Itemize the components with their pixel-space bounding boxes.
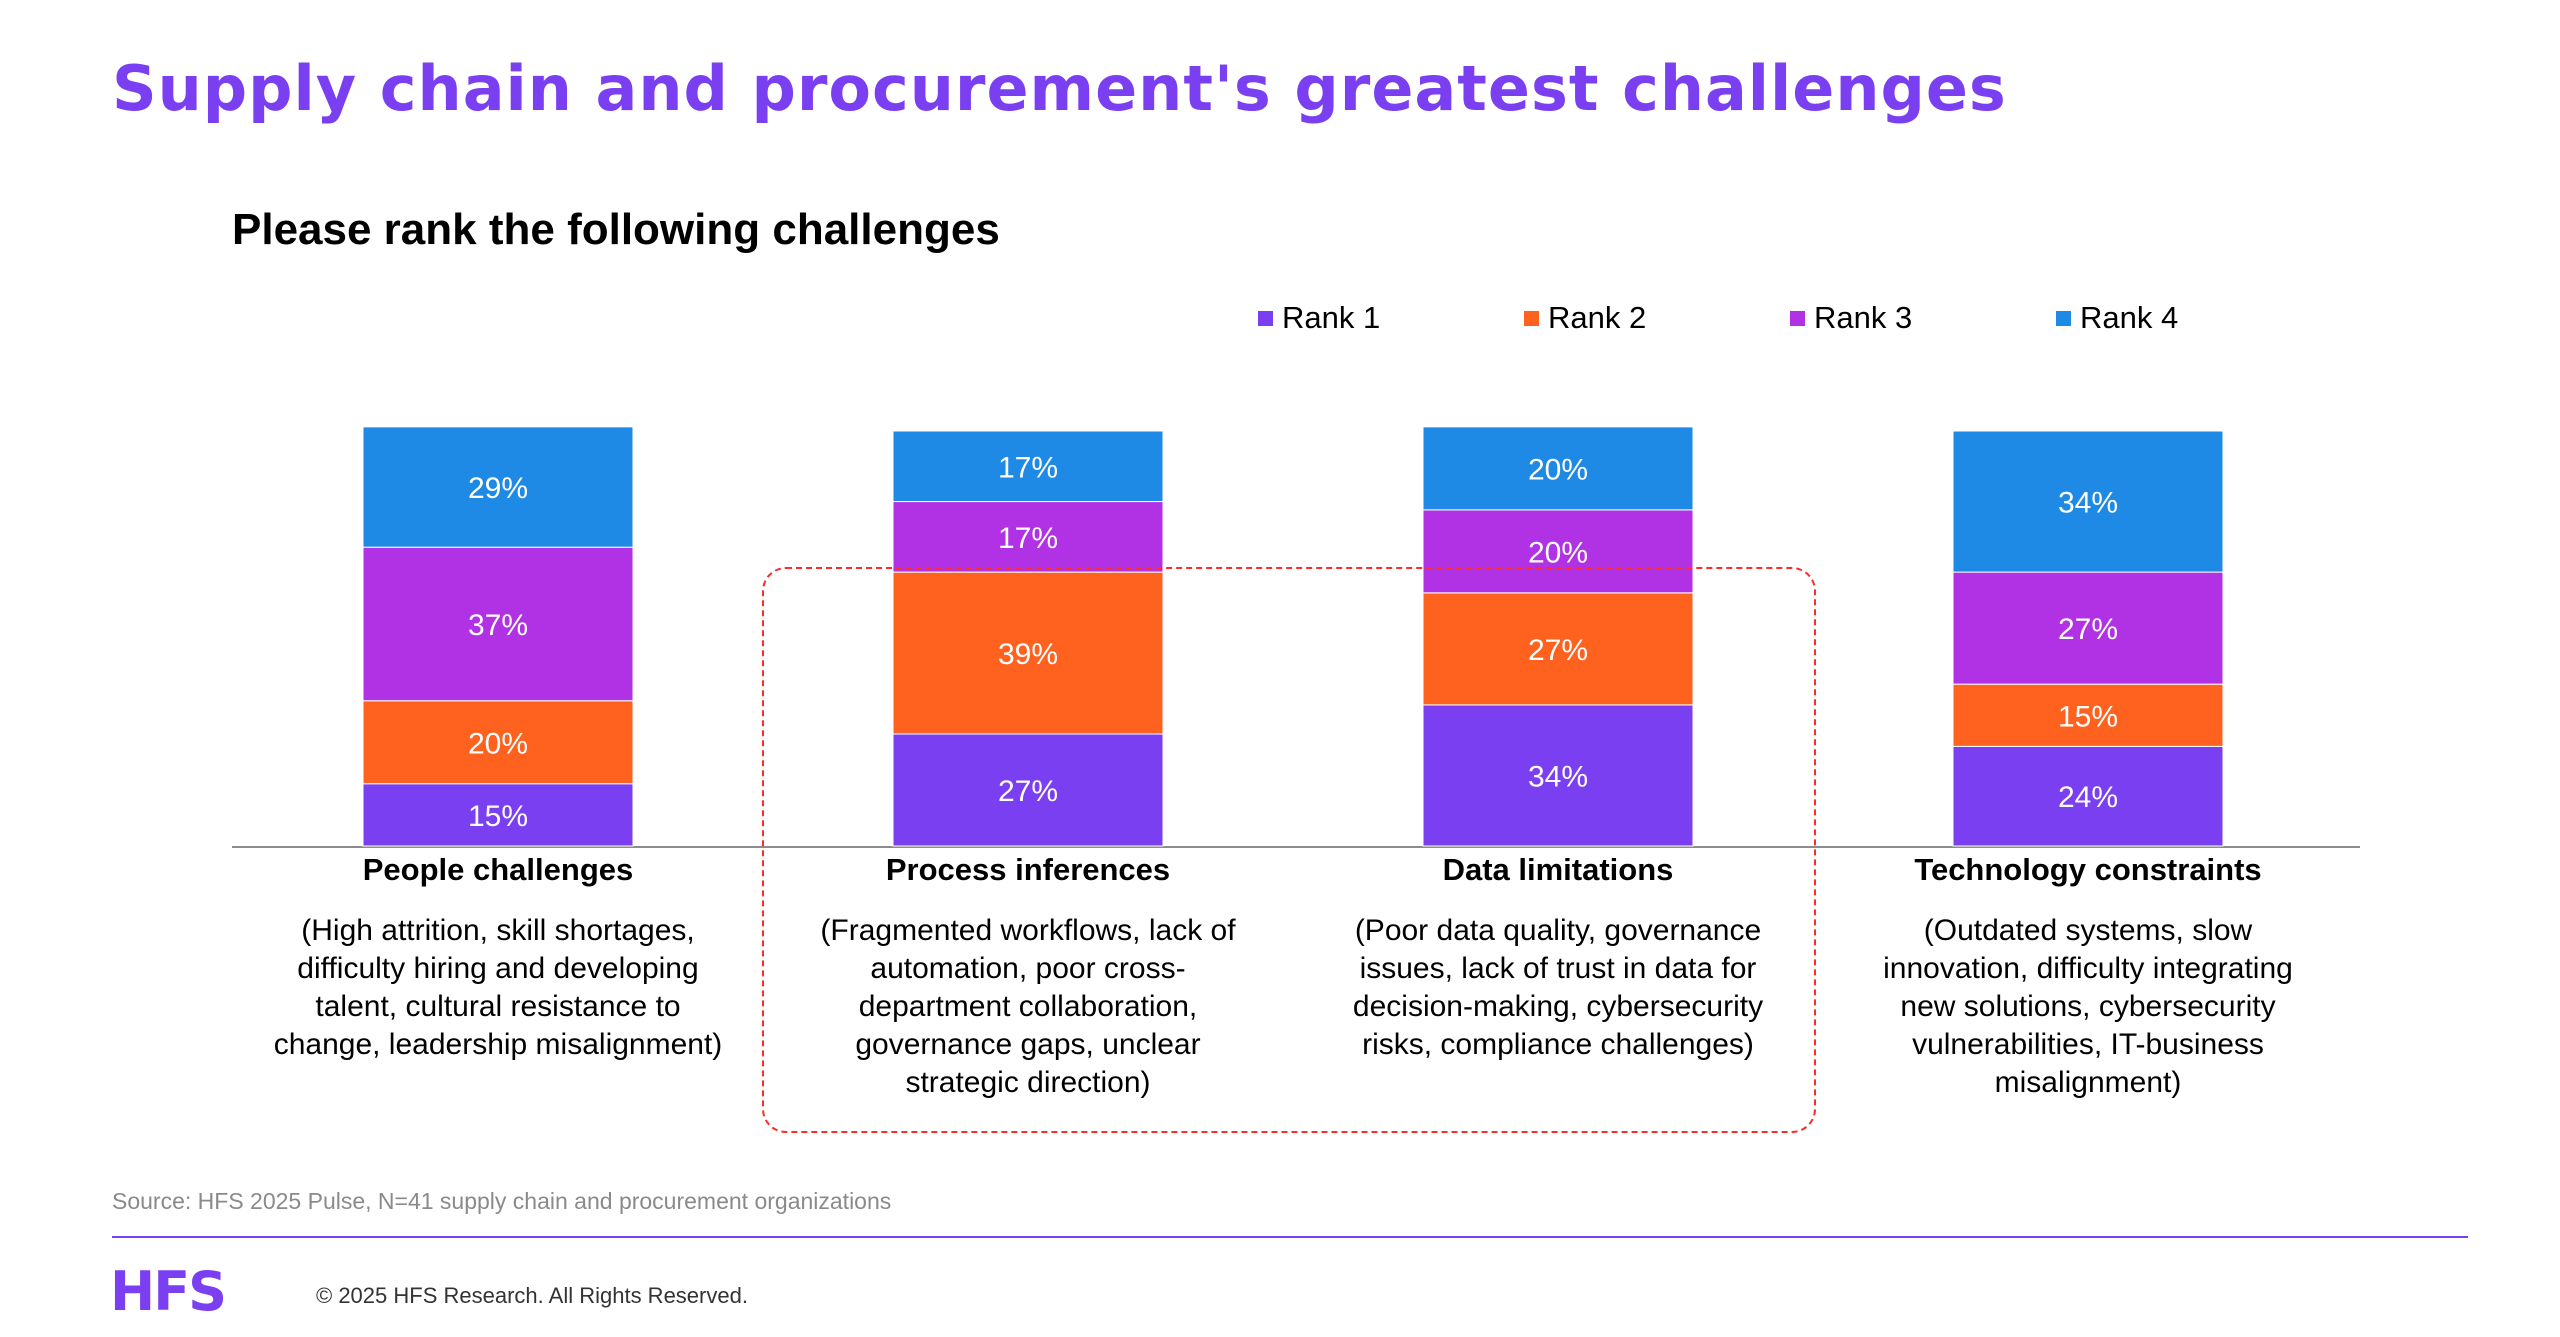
bar-technology-constraints-rank-4 <box>1952 430 2224 573</box>
category-title: People challenges <box>362 852 634 887</box>
data-label-data-limitations-rank-1: 34% <box>1528 760 1588 793</box>
category-title: Data limitations <box>1442 852 1674 887</box>
legend-label-rank-4: Rank 4 <box>2080 300 2179 335</box>
footer-divider <box>112 1236 2468 1238</box>
legend-swatch-rank-2 <box>1524 310 1539 326</box>
data-label-people-challenges-rank-2: 20% <box>468 727 528 760</box>
legend-label-rank-3: Rank 3 <box>1814 300 1913 335</box>
data-label-people-challenges-rank-1: 15% <box>468 800 528 833</box>
category-people-challenges: People challenges (High attrition, skill… <box>268 850 728 1064</box>
category-data-limitations: Data limitations (Poor data quality, gov… <box>1328 850 1788 1064</box>
bar-people-challenges-rank-1 <box>362 783 634 847</box>
data-label-people-challenges-rank-3: 37% <box>468 609 528 642</box>
legend-item-rank-3: Rank 3 <box>1790 300 1912 336</box>
legend-swatch-rank-3 <box>1790 310 1805 326</box>
legend-swatch-rank-1 <box>1258 310 1273 326</box>
legend-swatch-rank-4 <box>2056 310 2071 326</box>
bar-process-inferences-rank-4 <box>892 430 1164 503</box>
bar-process-inferences-rank-1 <box>892 733 1164 847</box>
source-note: Source: HFS 2025 Pulse, N=41 supply chai… <box>112 1188 892 1214</box>
bar-people-challenges-rank-4 <box>362 426 634 548</box>
data-label-data-limitations-rank-3: 20% <box>1528 536 1588 569</box>
data-label-data-limitations-rank-4: 20% <box>1528 453 1588 486</box>
hfs-logo: HFS <box>110 1260 227 1323</box>
legend-item-rank-4: Rank 4 <box>2056 300 2178 336</box>
category-title: Technology constraints <box>1914 852 2262 887</box>
bar-process-inferences-rank-3 <box>892 501 1164 573</box>
bar-people-challenges-rank-2 <box>362 700 634 785</box>
legend-label-rank-1: Rank 1 <box>1282 300 1381 335</box>
bar-technology-constraints-rank-2 <box>1952 683 2224 747</box>
category-technology-constraints: Technology constraints (Outdated systems… <box>1858 850 2318 1102</box>
data-label-process-inferences-rank-3: 17% <box>998 522 1058 555</box>
data-label-technology-constraints-rank-1: 24% <box>2058 781 2118 814</box>
data-label-technology-constraints-rank-2: 15% <box>2058 700 2118 733</box>
category-description: (High attrition, skill shortages, diffic… <box>273 914 723 1061</box>
bar-process-inferences-rank-2 <box>892 571 1164 735</box>
category-title: Process inferences <box>885 852 1171 887</box>
bar-data-limitations-rank-4 <box>1422 426 1694 511</box>
bar-technology-constraints-rank-1 <box>1952 745 2224 847</box>
bar-technology-constraints-rank-3 <box>1952 571 2224 685</box>
bar-data-limitations-rank-2 <box>1422 592 1694 706</box>
data-label-process-inferences-rank-2: 39% <box>998 638 1058 671</box>
page-title: Supply chain and procurement's greatest … <box>112 52 2007 125</box>
highlight-box <box>762 567 1816 1133</box>
category-description: (Poor data quality, governance issues, l… <box>1352 914 1764 1061</box>
data-label-people-challenges-rank-4: 29% <box>468 472 528 505</box>
category-description: (Outdated systems, slow innovation, diff… <box>1883 914 2293 1099</box>
copyright-text: © 2025 HFS Research. All Rights Reserved… <box>316 1283 748 1308</box>
bar-people-challenges-rank-3 <box>362 546 634 702</box>
category-process-inferences: Process inferences (Fragmented workflows… <box>798 850 1258 1102</box>
category-description: (Fragmented workflows, lack of automatio… <box>820 914 1236 1099</box>
legend-label-rank-2: Rank 2 <box>1548 300 1647 335</box>
legend-item-rank-1: Rank 1 <box>1258 300 1380 336</box>
bar-data-limitations-rank-1 <box>1422 704 1694 847</box>
data-label-data-limitations-rank-2: 27% <box>1528 634 1588 667</box>
bar-data-limitations-rank-3 <box>1422 509 1694 594</box>
data-label-process-inferences-rank-4: 17% <box>998 451 1058 484</box>
chart-subtitle: Please rank the following challenges <box>232 205 1000 254</box>
data-label-technology-constraints-rank-3: 27% <box>2058 613 2118 646</box>
data-label-technology-constraints-rank-4: 34% <box>2058 487 2118 520</box>
legend-item-rank-2: Rank 2 <box>1524 300 1646 336</box>
data-label-process-inferences-rank-1: 27% <box>998 775 1058 808</box>
